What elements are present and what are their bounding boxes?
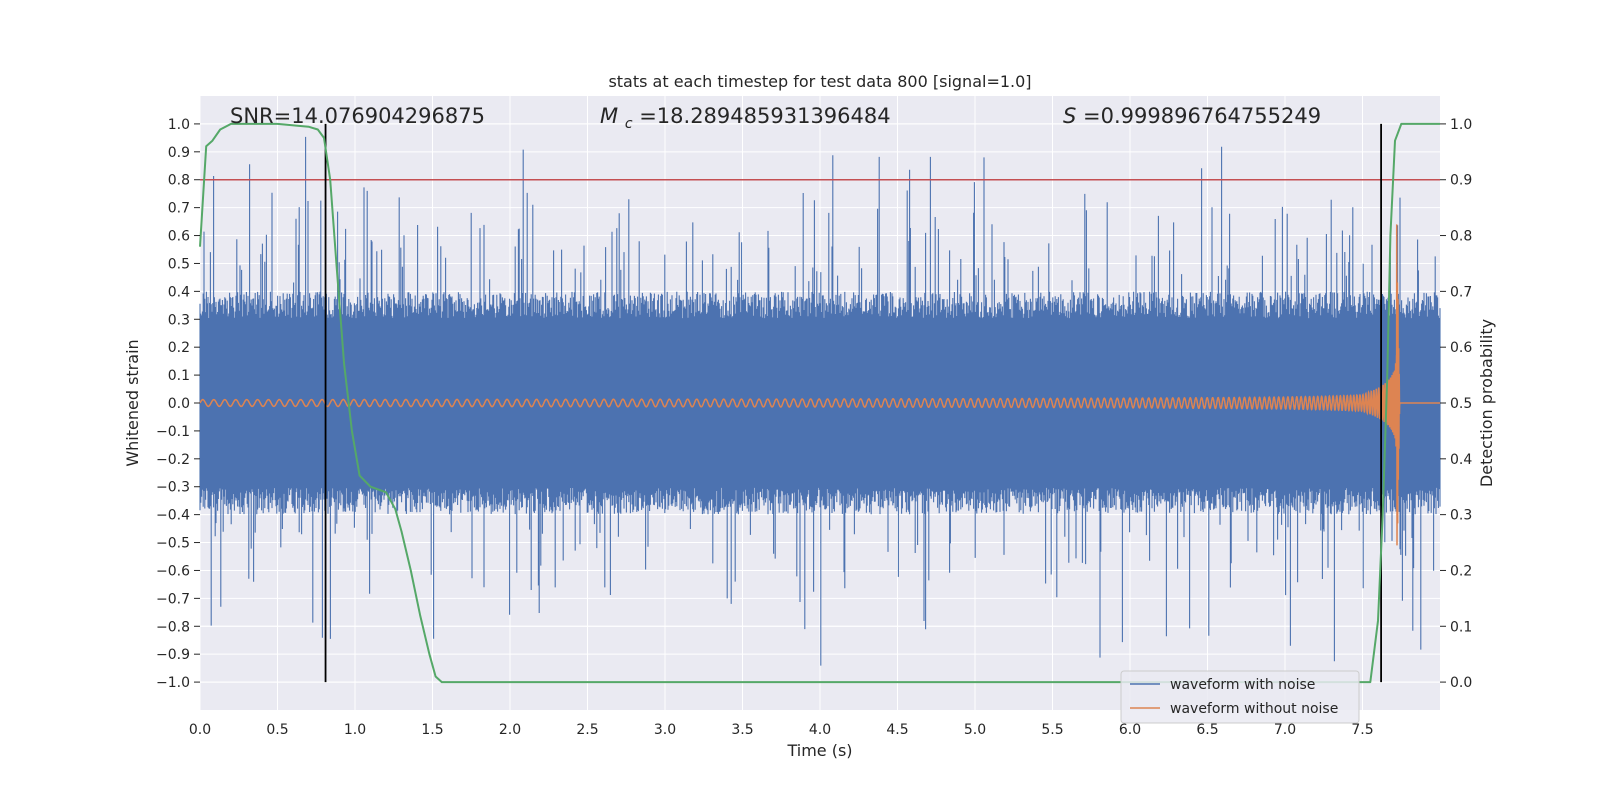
- legend-noise-label: waveform with noise: [1170, 677, 1315, 693]
- y-tick-label: 0.3: [168, 312, 190, 328]
- y-tick-label: 0.5: [168, 256, 190, 272]
- x-tick-label: 6.5: [1196, 722, 1218, 738]
- y2-tick-label: 0.5: [1450, 396, 1472, 412]
- y2-tick-label: 0.2: [1450, 563, 1472, 579]
- x-tick-label: 5.0: [964, 722, 986, 738]
- x-tick-label: 4.5: [886, 722, 908, 738]
- y-tick-label: −0.1: [156, 424, 190, 440]
- x-tick-label: 6.0: [1119, 722, 1141, 738]
- x-tick-label: 5.5: [1041, 722, 1063, 738]
- y-axis-label: Whitened strain: [123, 339, 142, 466]
- y2-tick-label: 0.0: [1450, 675, 1472, 691]
- chirp-mass-subscript: c: [625, 116, 633, 132]
- snr-annotation: SNR=14.076904296875: [230, 104, 485, 128]
- y2-tick-label: 0.3: [1450, 508, 1472, 524]
- y-tick-label: 0.9: [168, 145, 190, 161]
- chirp-mass-annotation: M c =18.289485931396484: [600, 104, 891, 133]
- s-annotation: S =0.999896764755249: [1063, 104, 1321, 128]
- y-tick-label: −0.3: [156, 480, 190, 496]
- x-tick-label: 2.5: [576, 722, 598, 738]
- y2-tick-label: 0.1: [1450, 619, 1472, 635]
- legend-signal-label: waveform without noise: [1170, 701, 1338, 717]
- y-tick-label: −0.8: [156, 619, 190, 635]
- x-tick-label: 1.5: [421, 722, 443, 738]
- y-tick-label: 0.4: [168, 284, 190, 300]
- clean-waveform: [199, 224, 1440, 546]
- x-tick-label: 4.0: [809, 722, 831, 738]
- clean-waveform-path: [199, 224, 1440, 546]
- y-tick-label: −1.0: [156, 675, 190, 691]
- x-tick-label: 0.0: [189, 722, 211, 738]
- y-tick-label: 0.8: [168, 173, 190, 189]
- probability-curve-path: [199, 122, 1440, 684]
- legend: waveform with noise waveform without noi…: [1120, 670, 1360, 724]
- y-tick-label: 0.0: [168, 396, 190, 412]
- x-tick-label: 7.5: [1351, 722, 1373, 738]
- reference-lines: [200, 123, 1440, 683]
- chart-title: stats at each timestep for test data 800…: [608, 72, 1031, 91]
- y-tick-label: −0.6: [156, 563, 190, 579]
- chirp-mass-value: =18.289485931396484: [639, 104, 890, 128]
- legend-box: [1120, 670, 1360, 724]
- x-tick-label: 7.0: [1274, 722, 1296, 738]
- x-tick-label: 3.5: [731, 722, 753, 738]
- y-tick-label: 0.1: [168, 368, 190, 384]
- x-tick-label: 3.0: [654, 722, 676, 738]
- y-tick-label: 0.7: [168, 201, 190, 217]
- y-tick-label: 1.0: [168, 117, 190, 133]
- x-tick-label: 0.5: [266, 722, 288, 738]
- y2-tick-label: 1.0: [1450, 117, 1472, 133]
- y-tick-label: −0.2: [156, 452, 190, 468]
- probability-curve: [199, 122, 1440, 684]
- x-axis-label: Time (s): [786, 741, 852, 760]
- y2-tick-label: 0.8: [1450, 229, 1472, 245]
- axes: 0.0 0.5 1.0 1.5 2.0 2.5 3.0 3.5 4.0 4.5 5.0 5.5 6.0 6…: [156, 117, 1472, 738]
- y-tick-label: −0.9: [156, 647, 190, 663]
- y-tick-label: −0.5: [156, 536, 190, 552]
- y-tick-label: 0.6: [168, 229, 190, 245]
- y2-tick-label: 0.4: [1450, 452, 1472, 468]
- y2-tick-label: 0.6: [1450, 340, 1472, 356]
- x-tick-label: 1.0: [344, 722, 366, 738]
- y2-tick-label: 0.9: [1450, 173, 1472, 189]
- y-tick-label: −0.4: [156, 508, 190, 524]
- chirp-mass-symbol: M: [600, 104, 618, 128]
- s-symbol: S: [1063, 104, 1076, 128]
- y-tick-label: 0.2: [168, 340, 190, 356]
- x-tick-label: 2.0: [499, 722, 521, 738]
- y2-tick-label: 0.7: [1450, 284, 1472, 300]
- y2-axis-label: Detection probability: [1477, 319, 1496, 487]
- y-tick-label: −0.7: [156, 591, 190, 607]
- s-value: =0.999896764755249: [1083, 104, 1321, 128]
